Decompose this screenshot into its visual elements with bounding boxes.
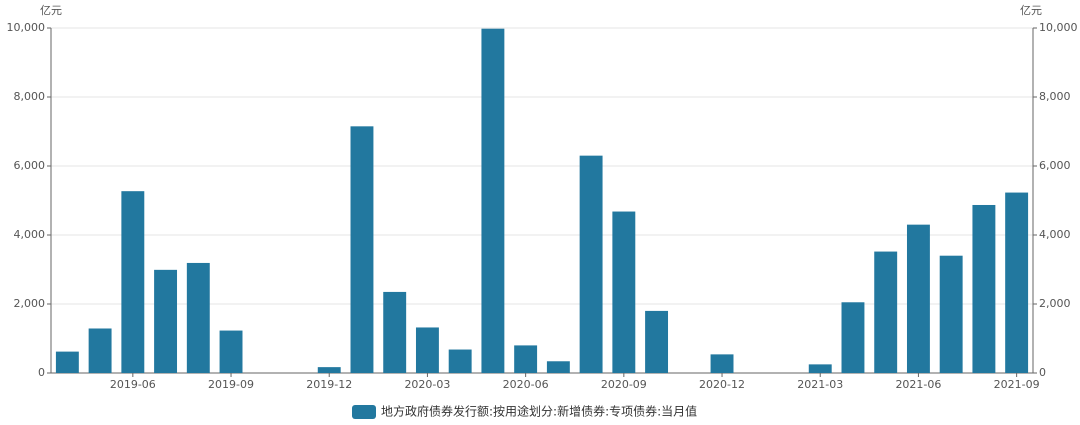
legend-label: 地方政府债券发行额:按用途划分:新增债券:专项债券:当月值 [381, 404, 697, 419]
bar [219, 330, 243, 373]
y-tick-label: 6,000 [14, 159, 46, 172]
bar [939, 255, 963, 373]
y2-tick-label: 0 [1039, 366, 1046, 379]
bar [55, 351, 79, 373]
bar [841, 302, 865, 373]
bar [317, 367, 341, 373]
x-tick-label: 2020-03 [404, 378, 450, 391]
bar [874, 251, 898, 373]
x-tick-label: 2021-03 [797, 378, 843, 391]
y2-tick-label: 6,000 [1039, 159, 1071, 172]
bar [481, 28, 505, 373]
bar [972, 204, 996, 373]
x-tick-label: 2020-12 [699, 378, 745, 391]
bar [546, 361, 570, 373]
legend-swatch [352, 405, 376, 419]
x-tick-label: 2019-12 [306, 378, 352, 391]
y-tick-label: 2,000 [14, 297, 46, 310]
bar [514, 345, 538, 373]
bar [808, 364, 832, 373]
bar [612, 211, 636, 373]
x-tick-label: 2021-06 [895, 378, 941, 391]
y-tick-label: 4,000 [14, 228, 46, 241]
y2-tick-label: 4,000 [1039, 228, 1071, 241]
x-tick-label: 2019-06 [110, 378, 156, 391]
y-tick-label: 0 [38, 366, 45, 379]
x-tick-label: 2019-09 [208, 378, 254, 391]
bar [645, 310, 669, 373]
bar [579, 155, 603, 373]
bar [383, 291, 407, 373]
bar [121, 191, 145, 373]
y2-tick-label: 2,000 [1039, 297, 1071, 310]
y2-axis-label: 亿元 [1020, 4, 1042, 17]
y-tick-label: 8,000 [14, 90, 46, 103]
x-tick-label: 2021-09 [994, 378, 1040, 391]
y-axis-label: 亿元 [40, 4, 62, 17]
bar [88, 328, 112, 373]
bar [1005, 192, 1029, 373]
y2-tick-label: 10,000 [1039, 21, 1078, 34]
bar [350, 126, 374, 373]
bar [710, 354, 734, 373]
y2-tick-label: 8,000 [1039, 90, 1071, 103]
bar [415, 327, 439, 373]
bar [448, 349, 472, 373]
bar [154, 269, 178, 373]
x-tick-label: 2020-09 [601, 378, 647, 391]
bar [906, 224, 930, 373]
bar [186, 262, 210, 373]
y-tick-label: 10,000 [7, 21, 46, 34]
x-tick-label: 2020-06 [503, 378, 549, 391]
